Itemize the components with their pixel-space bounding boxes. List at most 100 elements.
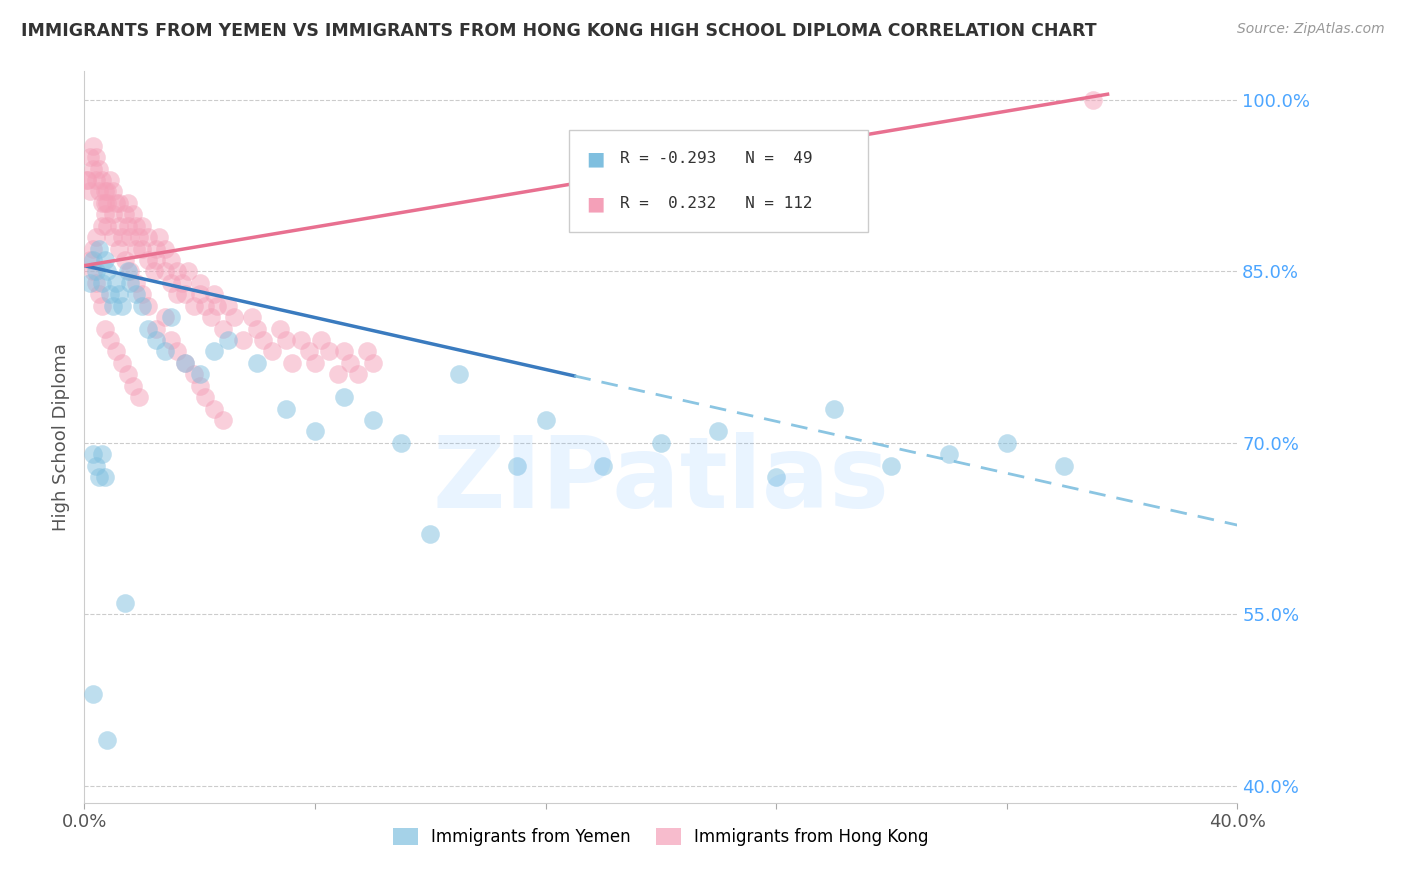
Point — [534, 413, 557, 427]
Point — [114, 252, 136, 267]
Point — [145, 252, 167, 267]
Point — [205, 299, 228, 313]
Point — [96, 733, 118, 747]
Point — [177, 264, 200, 278]
Point — [82, 447, 104, 461]
Point — [82, 242, 104, 256]
Point — [136, 299, 159, 313]
Point — [592, 458, 614, 473]
Point — [87, 470, 110, 484]
Point — [120, 230, 142, 244]
Point — [87, 287, 110, 301]
Point — [339, 356, 361, 370]
Point — [276, 333, 298, 347]
Point — [252, 333, 274, 347]
Point — [880, 458, 903, 473]
Point — [211, 413, 233, 427]
Point — [188, 287, 211, 301]
Text: R =  0.232   N = 112: R = 0.232 N = 112 — [620, 196, 813, 211]
Point — [84, 230, 107, 244]
Point — [218, 299, 240, 313]
Y-axis label: High School Diploma: High School Diploma — [52, 343, 70, 531]
Point — [183, 299, 205, 313]
Text: Source: ZipAtlas.com: Source: ZipAtlas.com — [1237, 22, 1385, 37]
Point — [122, 378, 145, 392]
Point — [98, 333, 121, 347]
Point — [76, 173, 98, 187]
Point — [108, 219, 131, 233]
Point — [114, 207, 136, 221]
Point — [765, 470, 787, 484]
Point — [111, 230, 134, 244]
Point — [79, 252, 101, 267]
Point — [90, 447, 112, 461]
Point — [174, 356, 197, 370]
Point — [108, 287, 131, 301]
Point — [202, 401, 225, 416]
Point — [298, 344, 321, 359]
Point — [145, 242, 167, 256]
Point — [122, 207, 145, 221]
Point — [90, 195, 112, 210]
Point — [172, 276, 194, 290]
Point — [111, 299, 134, 313]
Point — [304, 425, 326, 439]
Point — [103, 185, 124, 199]
Point — [105, 195, 128, 210]
Point — [246, 321, 269, 335]
Point — [707, 425, 730, 439]
Point — [125, 287, 148, 301]
Point — [419, 527, 441, 541]
Point — [183, 368, 205, 382]
Point — [93, 252, 115, 267]
Text: ZIPatlas: ZIPatlas — [433, 433, 889, 530]
Point — [90, 299, 112, 313]
Point — [145, 333, 167, 347]
Point — [194, 299, 217, 313]
Point — [82, 138, 104, 153]
Point — [76, 173, 98, 187]
Point — [361, 413, 384, 427]
Point — [153, 242, 176, 256]
Point — [125, 242, 148, 256]
Point — [318, 344, 340, 359]
Point — [93, 321, 115, 335]
Point — [281, 356, 304, 370]
Point — [96, 185, 118, 199]
Point — [93, 185, 115, 199]
Point — [82, 161, 104, 176]
Point — [142, 264, 165, 278]
Point — [260, 344, 283, 359]
Text: IMMIGRANTS FROM YEMEN VS IMMIGRANTS FROM HONG KONG HIGH SCHOOL DIPLOMA CORRELATI: IMMIGRANTS FROM YEMEN VS IMMIGRANTS FROM… — [21, 22, 1097, 40]
Point — [105, 344, 128, 359]
Point — [84, 276, 107, 290]
Point — [87, 161, 110, 176]
Point — [82, 264, 104, 278]
Point — [153, 344, 176, 359]
Point — [166, 287, 188, 301]
Point — [87, 242, 110, 256]
Point — [111, 356, 134, 370]
Point — [356, 344, 378, 359]
Point — [114, 596, 136, 610]
Point — [96, 219, 118, 233]
Point — [188, 276, 211, 290]
Point — [200, 310, 222, 324]
Point — [87, 185, 110, 199]
Point — [166, 344, 188, 359]
Point — [84, 173, 107, 187]
Point — [98, 287, 121, 301]
Point — [120, 276, 142, 290]
Point — [174, 287, 197, 301]
Point — [391, 435, 413, 450]
Point — [333, 344, 356, 359]
Point — [361, 356, 384, 370]
Point — [82, 252, 104, 267]
Point — [202, 344, 225, 359]
FancyBboxPatch shape — [568, 130, 869, 232]
Point — [117, 219, 139, 233]
Point — [108, 242, 131, 256]
Point — [136, 230, 159, 244]
Point — [449, 368, 471, 382]
Point — [79, 185, 101, 199]
